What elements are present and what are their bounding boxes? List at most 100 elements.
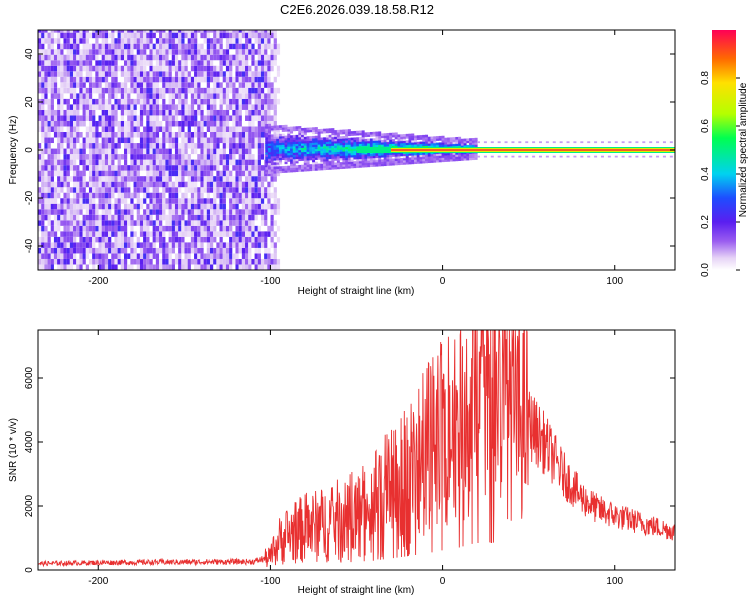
heatmap-cell: [317, 131, 321, 134]
heatmap-cell: [85, 231, 89, 237]
heatmap-cell: [458, 156, 462, 159]
heatmap-cell: [290, 169, 294, 173]
heatmap-cell: [241, 258, 246, 265]
heatmap-cell: [411, 155, 415, 158]
heatmap-cell: [245, 109, 249, 116]
heatmap-cell: [301, 147, 305, 151]
heatmap-cell: [216, 87, 220, 94]
heatmap-cell: [155, 220, 160, 226]
heatmap-cell: [284, 144, 288, 147]
heatmap-cell: [209, 181, 214, 188]
heatmap-cell: [38, 38, 42, 44]
heatmap-cell: [50, 32, 54, 39]
heatmap-cell: [178, 32, 182, 39]
heatmap-cell: [133, 32, 137, 39]
heatmap-cell: [123, 43, 128, 50]
heatmap-cell: [152, 236, 156, 243]
heatmap-cell: [76, 165, 80, 171]
heatmap-cell: [238, 87, 242, 94]
heatmap-cell: [92, 231, 96, 237]
heatmap-cell: [260, 54, 265, 61]
heatmap-cell: [152, 43, 156, 50]
heatmap-cell: [248, 170, 252, 177]
heatmap-cell: [397, 158, 401, 161]
heatmap-cell: [184, 87, 188, 94]
heatmap-cell: [88, 143, 93, 149]
heatmap-cell: [146, 137, 150, 144]
heatmap-cell: [88, 192, 93, 199]
heatmap-cell: [216, 54, 220, 61]
heatmap-cell: [238, 132, 242, 138]
heatmap-cell: [251, 30, 255, 33]
heatmap-cell: [270, 65, 274, 72]
heatmap-cell: [203, 65, 207, 72]
heatmap-cell: [187, 137, 191, 144]
heatmap-cell: [73, 253, 77, 259]
heatmap-cell: [171, 203, 175, 210]
heatmap-cell: [270, 87, 274, 94]
heatmap-cell: [139, 176, 144, 182]
heatmap-cell: [471, 153, 475, 156]
heatmap-cell: [222, 120, 226, 127]
heatmap-cell: [73, 120, 77, 127]
heatmap-cell: [152, 148, 156, 155]
heatmap-cell: [241, 170, 246, 177]
heatmap-cell: [168, 198, 172, 204]
heatmap-cell: [303, 134, 307, 137]
heatmap-cell: [270, 93, 274, 99]
heatmap-cell: [139, 71, 144, 77]
heatmap-cell: [380, 142, 384, 145]
heatmap-cell: [149, 71, 153, 77]
heatmap-cell: [235, 170, 239, 177]
heatmap-cell: [136, 253, 140, 259]
heatmap-cell: [430, 138, 434, 142]
heatmap-cell: [216, 253, 220, 259]
heatmap-cell: [264, 60, 268, 66]
heatmap-cell: [174, 115, 179, 121]
heatmap-cell: [143, 253, 147, 259]
heatmap-cell: [248, 203, 252, 210]
heatmap-cell: [57, 65, 61, 72]
heatmap-cell: [257, 159, 261, 166]
heatmap-cell: [178, 148, 182, 155]
heatmap-cell: [149, 65, 153, 72]
heatmap-cell: [57, 71, 61, 77]
heatmap-cell: [290, 159, 294, 162]
heatmap-cell: [248, 154, 252, 160]
heatmap-cell: [184, 247, 188, 254]
heatmap-cell: [265, 156, 269, 159]
heatmap-cell: [108, 49, 112, 55]
heatmap-cell: [254, 71, 258, 77]
heatmap-cell: [339, 131, 343, 135]
heatmap-cell: [397, 162, 401, 166]
heatmap-cell: [206, 82, 211, 88]
heatmap-cell: [50, 60, 54, 66]
heatmap-cell: [270, 32, 274, 39]
heatmap-cell: [270, 156, 274, 159]
heatmap-cell: [353, 130, 357, 134]
heatmap-cell: [44, 242, 48, 248]
heatmap-cell: [139, 49, 144, 55]
heatmap-cell: [452, 137, 456, 140]
heatmap-cell: [69, 120, 74, 127]
heatmap-cell: [430, 155, 434, 159]
heatmap-cell: [130, 143, 134, 149]
heatmap-cell: [53, 71, 58, 77]
heatmap-cell: [57, 38, 61, 44]
heatmap-cell: [155, 154, 160, 160]
heatmap-cell: [130, 176, 134, 182]
heatmap-cell: [38, 165, 42, 171]
heatmap-cell: [108, 214, 112, 221]
heatmap-cell: [303, 153, 307, 157]
heatmap-cell: [47, 198, 51, 204]
heatmap-cell: [375, 161, 379, 165]
heatmap-cell: [111, 220, 115, 226]
heatmap-cell: [317, 165, 321, 169]
heatmap-cell: [260, 137, 265, 144]
heatmap-cell: [292, 141, 296, 145]
heatmap-cell: [455, 139, 459, 142]
heatmap-cell: [383, 163, 387, 167]
heatmap-cell: [123, 176, 128, 182]
heatmap-cell: [117, 32, 121, 39]
heatmap-cell: [127, 38, 131, 44]
